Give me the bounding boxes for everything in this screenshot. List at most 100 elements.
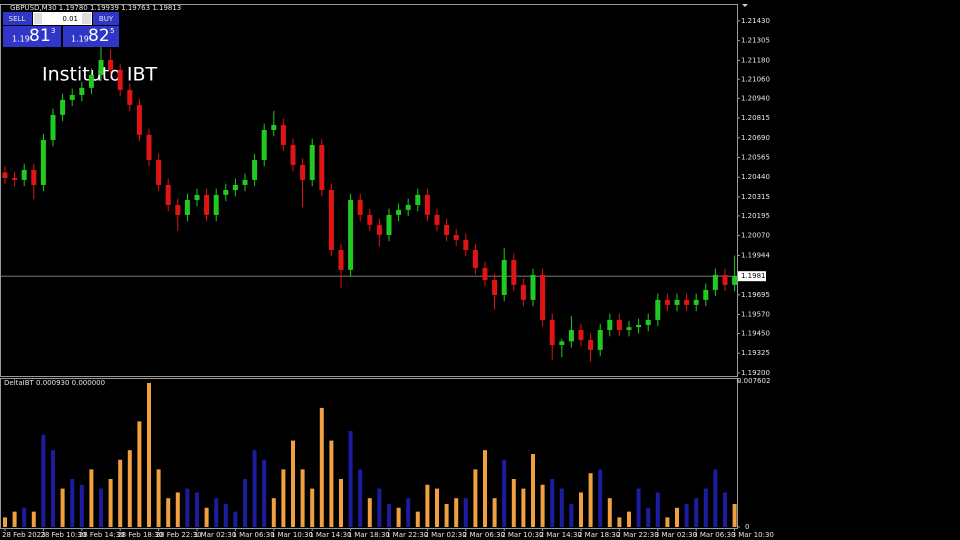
candle-body [492,279,498,295]
sell-price-frac[interactable]: 3 [51,27,55,35]
sell-price-pips[interactable]: 81 [29,26,51,46]
histogram-bar [502,459,507,527]
candle-body [175,204,181,215]
buy-label[interactable]: BUY [99,15,114,23]
x-tick-label: 28 Feb 2023 [2,531,46,539]
histogram-bar [291,440,295,527]
candle-body [348,199,354,270]
candle-body [626,327,632,331]
histogram-bar [51,450,55,527]
y-tick-label: 1.21305 [741,37,770,45]
sell-price-big[interactable]: 1.19 [12,35,30,44]
candle-body [69,94,75,100]
current-price-label: 1.19813 [741,272,770,280]
candle-body [597,330,603,350]
histogram-bar [387,503,391,527]
candle-body [722,274,728,285]
buy-button[interactable] [93,12,119,25]
x-tick-label: 28 Feb 10:30 [40,531,86,539]
histogram-bar [252,450,257,527]
x-tick-label: 1 Mar 18:30 [348,531,390,539]
candle-body [415,194,421,205]
buy-price-box[interactable] [63,26,119,47]
buy-price-big[interactable]: 1.19 [71,35,89,44]
histogram-bar [684,503,689,527]
histogram-bar [214,498,219,527]
histogram-bar [79,484,84,527]
candle-body [146,134,152,161]
candle-body [204,194,210,215]
x-tick-label: 1 Mar 10:30 [271,531,313,539]
buy-price-pips[interactable]: 82 [88,26,110,46]
y-tick-label: 1.19695 [741,291,770,299]
one-click-panel: SELL 0.01 BUY 1.19 81 3 1.19 82 5 [3,12,119,47]
candle-body [674,299,680,305]
y-tick-label: 1.19450 [741,329,770,337]
x-tick-label: 28 Feb 18:30 [117,531,163,539]
histogram-bar [511,478,516,527]
histogram-bar [655,492,660,527]
candle-body [184,199,190,215]
y-tick-label: 1.21180 [741,56,770,64]
y-tick-label: 1.19570 [741,311,770,319]
histogram-bar [281,469,286,527]
histogram-bar [463,498,468,527]
y-tick-label: 1.19944 [741,252,770,260]
candle-body [655,299,661,320]
symbol-header: GBPUSD,M30 1.19780 1.19939 1.19763 1.198… [10,4,181,12]
candle-body [463,239,469,250]
candle-body [300,164,306,180]
candle-body [549,319,555,346]
histogram-bar [22,507,27,527]
lot-up[interactable] [82,13,91,24]
lot-value[interactable]: 0.01 [62,15,78,23]
x-tick-label: 1 Mar 22:30 [386,531,428,539]
x-tick-label: 1 Mar 06:30 [232,531,274,539]
candle-body [386,214,392,235]
candle-body [405,204,411,210]
x-tick-label: 1 Mar 02:30 [194,531,236,539]
histogram-bar [233,511,238,527]
candle-body [607,319,613,331]
candle-body [376,224,382,235]
histogram-bar [531,454,535,527]
candle-body [636,324,642,328]
histogram-bar [70,478,75,527]
histogram-bar [262,459,267,527]
sell-label[interactable]: SELL [9,15,26,23]
candle-body [511,259,517,285]
buy-price-frac[interactable]: 5 [110,27,114,35]
candle-body [309,145,315,180]
histogram-bar [223,503,228,527]
y-tick-label: 1.21430 [741,17,770,25]
candle-body [136,104,142,135]
candle-body [290,145,296,165]
candle-body [693,299,699,305]
candle-body [396,209,402,215]
y-tick-label: 1.19325 [741,349,770,357]
x-tick-label: 1 Mar 14:30 [309,531,351,539]
shift-marker [742,4,748,7]
histogram-bar [713,469,718,527]
candle-body [12,178,18,180]
histogram-bar [694,498,699,527]
y-tick-label: 1.20440 [741,173,770,181]
lot-field[interactable] [33,12,92,25]
candle-body [434,214,440,225]
candle-body [261,130,267,161]
candle-body [252,160,258,180]
histogram-bar [415,511,420,527]
y-tick-label: 1.20315 [741,193,770,201]
histogram-bar [147,382,151,527]
x-tick-label: 2 Mar 10:30 [501,531,543,539]
histogram-bar [521,488,526,527]
sell-button[interactable] [3,12,32,25]
candle-body [588,339,594,350]
lot-down[interactable] [34,13,42,24]
x-tick-label: 2 Mar 06:30 [463,531,505,539]
histogram-bar [358,469,363,527]
histogram-bar [492,498,497,527]
histogram-bar [473,469,478,527]
sell-price-box[interactable] [3,26,61,47]
